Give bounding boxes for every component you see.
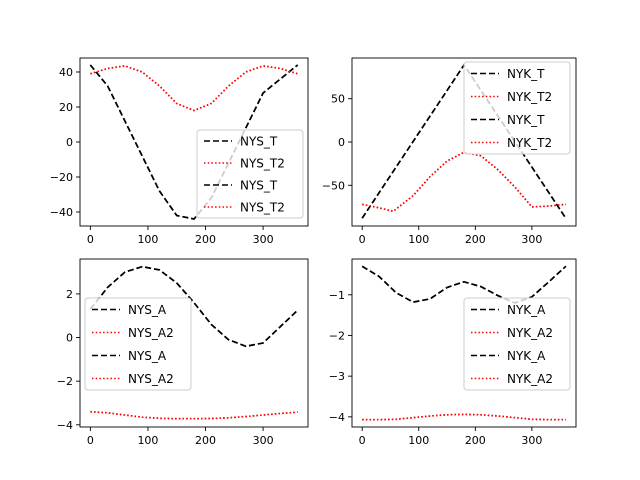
legend-label: NYS_T2 — [240, 201, 285, 215]
legend-label: NYK_A2 — [507, 372, 553, 386]
y-tick-label: 0 — [66, 332, 73, 345]
x-tick-label: 200 — [465, 233, 486, 246]
x-tick-label: 200 — [465, 434, 486, 447]
legend-label: NYK_T — [507, 113, 545, 127]
axes-frame — [351, 258, 577, 428]
y-tick-label: −20 — [50, 171, 73, 184]
subplot-4: 0 100 200 300 −4 −3 −2 −1 NYK_A NYK_A2 NYK_A NYK_A2 — [329, 258, 577, 447]
x-tick-label: 0 — [359, 233, 366, 246]
legend-frame — [196, 129, 304, 219]
series-line-nyk-t2-4 — [362, 151, 566, 213]
y-tick-label: −40 — [50, 206, 73, 219]
legend: NYS_A NYS_A2 NYS_A NYS_A2 — [84, 297, 192, 391]
legend-frame — [84, 297, 192, 391]
legend-label: NYK_T2 — [507, 90, 552, 104]
legend-label: NYK_T2 — [507, 136, 552, 150]
legend: NYK_A NYK_A2 NYK_A NYK_A2 — [463, 297, 571, 391]
series-line-nyk-a-3 — [361, 265, 567, 304]
y-tick-label: 2 — [66, 288, 73, 301]
y-tick-label: −1 — [329, 289, 345, 302]
y-tick-label: −4 — [329, 411, 345, 424]
x-tick-label: 0 — [359, 434, 366, 447]
subplot-3: 0 100 200 300 −4 −2 0 2 NYS_A NYS_A2 NYS_A NYS_A2 — [57, 258, 309, 447]
series-line-nys-a-3 — [89, 265, 299, 348]
series-line-nys-t-3 — [89, 64, 299, 220]
y-tick-label: 50 — [331, 93, 345, 106]
x-tick-label: 100 — [408, 434, 429, 447]
x-tick-label: 0 — [87, 233, 94, 246]
legend-frame — [463, 297, 571, 391]
series-line-nys-t2-2 — [90, 65, 298, 112]
x-tick-label: 300 — [521, 434, 542, 447]
x-tick-label: 0 — [87, 434, 94, 447]
legend-label: NYS_A — [128, 303, 167, 317]
legend-label: NYK_A — [507, 349, 546, 363]
y-tick-label: −50 — [322, 179, 345, 192]
subplot-2: 0 100 200 300 −50 0 50 NYK_T NYK_T2 NYK_T NYK_T2 — [322, 57, 577, 246]
x-tick-label: 200 — [195, 434, 216, 447]
subplot-1: 0 100 200 300−40−2002040NYS_TNYS_T2NYS_TNYS… — [50, 57, 309, 246]
x-tick-label: 100 — [408, 233, 429, 246]
legend-label: NYK_A2 — [507, 326, 553, 340]
series-line-nys-t2-4 — [90, 65, 298, 112]
legend-label: NYS_T — [240, 135, 278, 149]
legend-label: NYS_A — [128, 349, 167, 363]
x-tick-label: 100 — [137, 233, 158, 246]
x-tick-label: 300 — [253, 434, 274, 447]
legend-label: NYS_T2 — [240, 157, 285, 171]
series-line-nyk-a-1 — [361, 265, 567, 304]
series-line-nyk-t2-2 — [362, 151, 566, 213]
y-tick-label: −3 — [329, 370, 345, 383]
x-tick-label: 300 — [253, 233, 274, 246]
series-line-nyk-a2-4 — [362, 413, 566, 421]
legend-label: NYS_T — [240, 179, 278, 193]
legend-label: NYS_A2 — [128, 372, 174, 386]
legend: NYS_T NYS_T2 NYS_T NYS_T2 — [196, 129, 304, 219]
legend: NYK_T NYK_T2 NYK_T NYK_T2 — [463, 61, 571, 155]
x-tick-label: 300 — [521, 233, 542, 246]
y-tick-label: −2 — [57, 375, 73, 388]
y-tick-label: −2 — [329, 329, 345, 342]
legend-label: NYK_T — [507, 67, 545, 81]
axes-frame — [79, 258, 309, 428]
y-tick-label: 0 — [338, 136, 345, 149]
y-tick-label: 40 — [59, 66, 73, 79]
y-tick-label: −4 — [57, 419, 73, 432]
series-line-nys-a2-2 — [90, 410, 298, 420]
y-tick-label: 20 — [59, 101, 73, 114]
series-line-nys-a2-4 — [90, 410, 298, 420]
x-tick-label: 100 — [137, 434, 158, 447]
legend-label: NYK_A — [507, 303, 546, 317]
legend-frame — [463, 61, 571, 155]
y-tick-label: 0 — [66, 136, 73, 149]
x-tick-label: 200 — [195, 233, 216, 246]
legend-label: NYS_A2 — [128, 326, 174, 340]
